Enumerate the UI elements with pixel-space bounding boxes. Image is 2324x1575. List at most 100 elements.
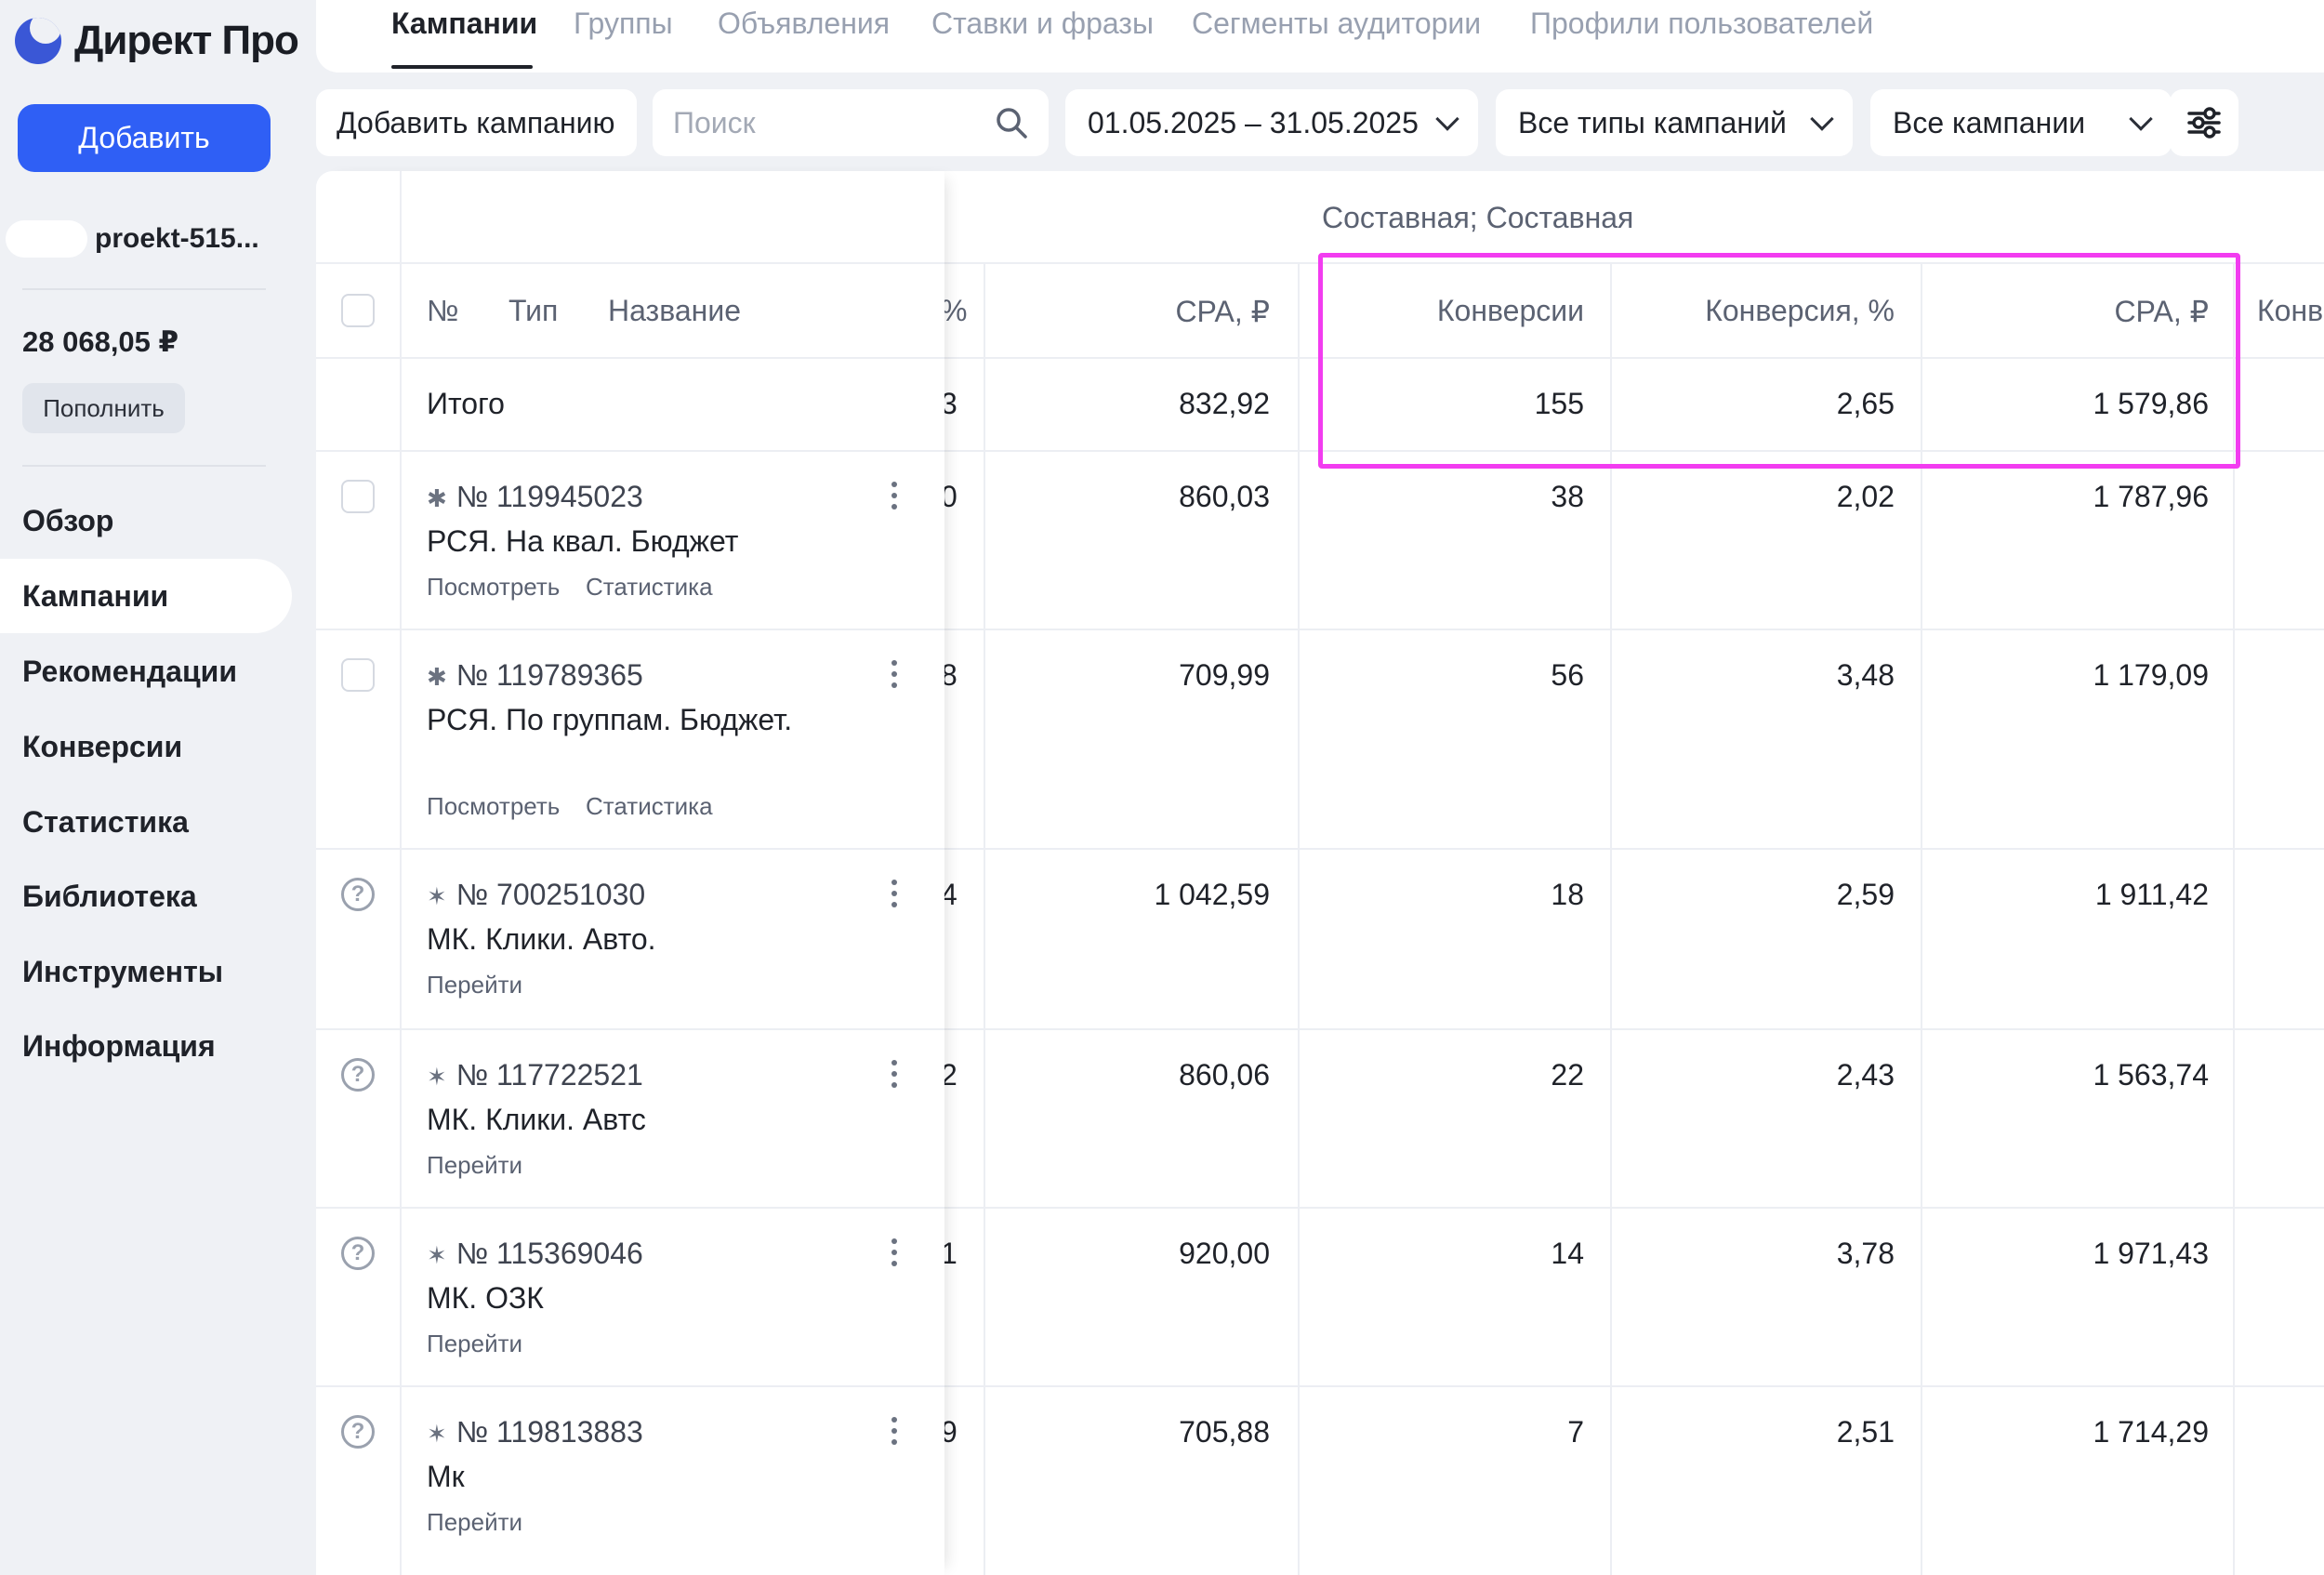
sidebar-item-library[interactable]: Библиотека (22, 879, 197, 913)
row-pct: 0 (941, 480, 957, 513)
statistics-link[interactable]: Статистика (586, 573, 713, 601)
go-link[interactable]: Перейти (427, 971, 523, 999)
total-cpa: 1 579,86 (2093, 387, 2209, 420)
campaign-name[interactable]: МК. ОЗК (427, 1281, 544, 1315)
row-conversion-rate: 3,78 (1836, 1237, 1895, 1270)
column-header-type[interactable]: Тип (508, 294, 559, 327)
highlight-annotation (1318, 253, 2240, 469)
statistics-link[interactable]: Статистика (586, 792, 713, 820)
campaign-id-text: № 117722521 (456, 1058, 643, 1092)
account-name: proekt-515... (95, 223, 259, 254)
go-link[interactable]: Перейти (427, 1151, 523, 1179)
campaign-id[interactable]: ✶ № 119813883 (427, 1415, 643, 1449)
row-divider (316, 1385, 944, 1387)
row-cpa-prev: 705,88 (1179, 1415, 1270, 1449)
column-header-cpa-prev[interactable]: CPA, ₽ (1175, 295, 1270, 328)
campaign-id[interactable]: ✶ № 115369046 (427, 1237, 643, 1271)
account-switcher[interactable]: proekt-515... (6, 216, 259, 262)
campaign-type-select[interactable]: Все типы кампаний (1496, 89, 1853, 156)
sidebar-item-tools[interactable]: Инструменты (22, 954, 224, 988)
search-icon[interactable] (995, 106, 1028, 139)
add-campaign-button[interactable]: Добавить кампанию (316, 89, 637, 156)
row-cpa-prev: 860,03 (1179, 480, 1270, 513)
search-field[interactable]: Поиск (653, 89, 1049, 156)
campaign-name[interactable]: РСЯ. На квал. Бюджет (427, 524, 739, 558)
column-header-cpa[interactable]: CPA, ₽ (2114, 295, 2209, 328)
column-header-pct[interactable]: % (941, 294, 968, 327)
campaign-filter-value: Все кампании (1893, 105, 2086, 139)
row-pct: 1 (941, 1237, 957, 1270)
sidebar-item-campaigns[interactable]: Кампании (0, 559, 292, 633)
sidebar-item-recommendations[interactable]: Рекомендации (22, 654, 237, 688)
row-menu-button[interactable] (891, 482, 898, 510)
help-icon[interactable]: ? (341, 1415, 375, 1449)
column-header-conversions[interactable]: Конверсии (1436, 294, 1584, 327)
campaign-id[interactable]: ✶ № 117722521 (427, 1058, 643, 1092)
column-header-number[interactable]: № (427, 294, 459, 327)
tab-groups[interactable]: Группы (574, 6, 673, 40)
select-all-checkbox[interactable] (341, 294, 375, 327)
help-icon[interactable]: ? (341, 1237, 375, 1270)
date-range-value: 01.05.2025 – 31.05.2025 (1088, 105, 1419, 139)
column-header-next[interactable]: Конв (2257, 294, 2324, 327)
row-menu-button[interactable] (891, 1238, 898, 1266)
campaign-id[interactable]: ✱ № 119789365 (427, 658, 643, 693)
campaign-filter-select[interactable]: Все кампании (1870, 89, 2172, 156)
row-cpa: 1 563,74 (2093, 1058, 2209, 1092)
go-link[interactable]: Перейти (427, 1330, 523, 1357)
campaign-id[interactable]: ✱ № 119945023 (427, 480, 643, 514)
topup-button[interactable]: Пополнить (22, 383, 185, 433)
row-menu-button[interactable] (891, 660, 898, 688)
chevron-down-icon (2129, 107, 2153, 131)
column-divider (1610, 264, 1612, 1575)
row-checkbox[interactable] (341, 480, 375, 513)
sidebar-item-statistics[interactable]: Статистика (22, 804, 189, 839)
row-cpa: 1 714,29 (2093, 1415, 2209, 1449)
divider (22, 465, 266, 467)
logo-text: Директ Про (74, 18, 299, 63)
search-input[interactable]: Поиск (673, 105, 756, 139)
row-cpa-prev: 920,00 (1179, 1237, 1270, 1270)
tab-ads[interactable]: Объявления (718, 6, 891, 40)
campaign-id-text: № 700251030 (456, 878, 646, 911)
column-header-conversion-rate[interactable]: Конверсия, % (1705, 294, 1895, 327)
row-conversions: 38 (1551, 480, 1584, 513)
campaign-name[interactable]: МК. Клики. Автс (427, 1103, 646, 1136)
tab-campaigns[interactable]: Кампании (391, 6, 538, 40)
help-icon[interactable]: ? (341, 1058, 375, 1092)
tab-segments[interactable]: Сегменты аудитории (1192, 6, 1482, 40)
tab-user-profiles[interactable]: Профили пользователей (1530, 6, 1874, 40)
row-menu-button[interactable] (891, 880, 898, 907)
tabs-bar (316, 0, 2324, 73)
column-group-header: Составная; Составная (1322, 201, 1634, 234)
row-menu-button[interactable] (891, 1417, 898, 1445)
campaign-name[interactable]: МК. Клики. Авто. (427, 922, 656, 956)
campaign-id[interactable]: ✶ № 700251030 (427, 878, 645, 912)
column-divider (400, 171, 402, 1575)
row-pct: 8 (941, 658, 957, 692)
row-menu-button[interactable] (891, 1060, 898, 1088)
campaign-name[interactable]: Мк (427, 1460, 465, 1493)
campaign-name[interactable]: РСЯ. По группам. Бюджет. (427, 703, 793, 736)
sidebar-item-information[interactable]: Информация (22, 1028, 216, 1063)
frozen-columns (316, 171, 944, 1575)
row-conversions: 18 (1551, 878, 1584, 911)
go-link[interactable]: Перейти (427, 1508, 523, 1536)
row-conversions: 14 (1551, 1237, 1584, 1270)
row-checkbox[interactable] (341, 658, 375, 692)
help-icon[interactable]: ? (341, 878, 375, 911)
sidebar-item-conversions[interactable]: Конверсии (22, 729, 183, 763)
column-divider (2233, 264, 2235, 1575)
date-range-picker[interactable]: 01.05.2025 – 31.05.2025 (1065, 89, 1478, 156)
add-button[interactable]: Добавить (18, 104, 271, 172)
tab-bids[interactable]: Ставки и фразы (931, 6, 1154, 40)
view-link[interactable]: Посмотреть (427, 573, 561, 601)
view-link[interactable]: Посмотреть (427, 792, 561, 820)
app-logo[interactable]: Директ Про (15, 13, 299, 69)
column-header-name[interactable]: Название (608, 294, 741, 327)
row-conversions: 22 (1551, 1058, 1584, 1092)
row-cpa-prev: 1 042,59 (1154, 878, 1270, 911)
sidebar-item-overview[interactable]: Обзор (22, 503, 114, 537)
table-settings-button[interactable] (2170, 89, 2238, 156)
row-conversion-rate: 2,02 (1836, 480, 1895, 513)
